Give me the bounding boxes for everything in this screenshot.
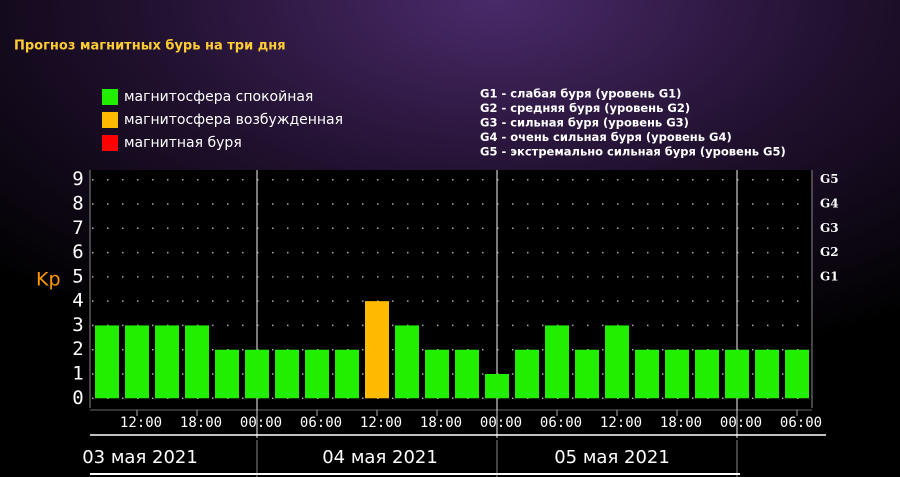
- legend-label: магнитная буря: [124, 135, 242, 151]
- bar: [155, 325, 179, 399]
- y2-tick-label: G5: [820, 172, 839, 186]
- bar: [755, 349, 779, 399]
- bar: [305, 349, 329, 399]
- bar: [725, 349, 749, 399]
- x-tick-label: 06:00: [540, 415, 582, 431]
- y-tick-label: 4: [72, 290, 83, 312]
- y-tick-label: 9: [72, 168, 83, 190]
- bar: [455, 349, 479, 399]
- legend-label: магнитосфера возбужденная: [124, 112, 343, 128]
- bar: [485, 374, 509, 399]
- y2-tick-label: G3: [820, 221, 839, 235]
- x-tick-label: 18:00: [660, 415, 702, 431]
- y-tick-label: 8: [72, 193, 83, 215]
- x-tick-label: 00:00: [480, 415, 522, 431]
- bar: [575, 349, 599, 399]
- storm-legend-line: G4 - очень сильная буря (уровень G4): [480, 130, 732, 144]
- day-label: 04 мая 2021: [322, 447, 438, 468]
- legend-swatch: [102, 89, 118, 105]
- x-tick-label: 18:00: [180, 415, 222, 431]
- bar: [785, 349, 809, 399]
- storm-legend-line: G3 - сильная буря (уровень G3): [480, 116, 689, 130]
- legend-label: магнитосфера спокойная: [124, 89, 313, 105]
- y-tick-label: 5: [72, 265, 83, 287]
- y-tick-label: 0: [72, 387, 83, 409]
- y-tick-label: 2: [72, 338, 83, 360]
- bar: [245, 349, 269, 399]
- chart-title: Прогноз магнитных бурь на три дня: [14, 39, 286, 54]
- bar: [545, 325, 569, 399]
- storm-legend-line: G1 - слабая буря (уровень G1): [480, 87, 681, 101]
- y-tick-label: 7: [72, 217, 83, 239]
- day-label: 03 мая 2021: [82, 447, 198, 468]
- legend-swatch: [102, 135, 118, 151]
- x-tick-label: 12:00: [600, 415, 642, 431]
- bar: [335, 349, 359, 399]
- y2-tick-label: G2: [820, 245, 839, 259]
- bar: [635, 349, 659, 399]
- plot-area: [90, 170, 812, 408]
- y2-tick-label: G4: [820, 197, 839, 211]
- bar: [185, 325, 209, 399]
- x-tick-label: 12:00: [120, 415, 162, 431]
- storm-legend-line: G5 - экстремально сильная буря (уровень …: [480, 145, 786, 159]
- y-tick-label: 1: [72, 363, 83, 385]
- legend-swatch: [102, 112, 118, 128]
- y-tick-label: 3: [72, 314, 83, 336]
- y2-tick-label: G1: [820, 269, 839, 283]
- x-tick-label: 12:00: [360, 415, 402, 431]
- bar: [695, 349, 719, 399]
- x-tick-label: 06:00: [780, 415, 822, 431]
- bar: [425, 349, 449, 399]
- bar: [605, 325, 629, 399]
- bar: [365, 301, 389, 399]
- x-tick-label: 18:00: [420, 415, 462, 431]
- day-label: 05 мая 2021: [554, 447, 670, 468]
- bar: [515, 349, 539, 399]
- bar: [95, 325, 119, 399]
- bar: [275, 349, 299, 399]
- x-tick-label: 00:00: [240, 415, 282, 431]
- bar: [215, 349, 239, 399]
- y-axis-label: Kp: [36, 269, 61, 291]
- x-tick-label: 06:00: [300, 415, 342, 431]
- x-tick-label: 00:00: [720, 415, 762, 431]
- bar: [125, 325, 149, 399]
- y-tick-label: 6: [72, 241, 83, 263]
- storm-legend-line: G2 - средняя буря (уровень G2): [480, 101, 690, 115]
- bar: [395, 325, 419, 399]
- bar: [665, 349, 689, 399]
